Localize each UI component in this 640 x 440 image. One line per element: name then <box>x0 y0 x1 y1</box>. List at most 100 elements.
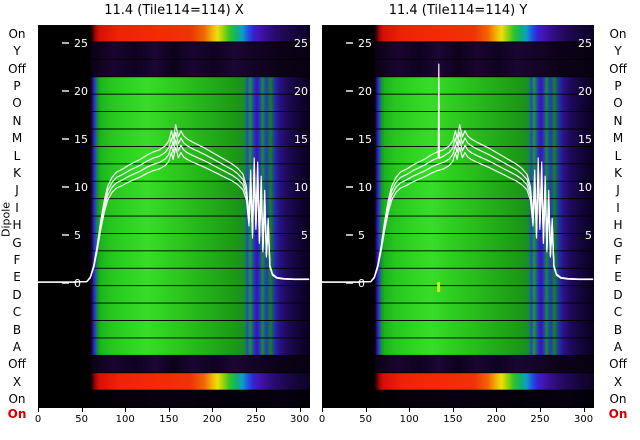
x-tick-label: 150 <box>159 414 179 425</box>
x-tick-mark <box>365 408 367 412</box>
row-label: J <box>15 183 19 198</box>
row-label: B <box>12 322 22 337</box>
inner-y-tick-label: 20 <box>358 85 372 98</box>
row-label: F <box>614 252 622 267</box>
row-label: I <box>616 200 620 215</box>
x-tick-label: 300 <box>289 414 310 425</box>
inner-y-tick-label: 10 <box>358 181 372 194</box>
panel-title-x: 11.4 (Tile114=114) X <box>104 3 244 18</box>
heatmap-panel-x: 25 20 15 10 5 0 25 20 15 10 5 <box>38 25 310 408</box>
row-label: B <box>613 322 623 337</box>
row-label: N <box>613 113 623 128</box>
row-label: Off <box>8 61 26 76</box>
row-label: Off <box>609 357 627 372</box>
inner-y-tick-label: 25 <box>74 37 88 50</box>
inner-y-tick-label-right: 15 <box>578 133 592 146</box>
x-tick-mark <box>583 408 585 412</box>
row-label: On <box>609 392 627 407</box>
row-label: F <box>13 252 21 267</box>
row-label: On <box>8 26 26 41</box>
x-tick-label: 200 <box>202 414 222 425</box>
row-label: Off <box>8 357 26 372</box>
x-tick-mark <box>299 408 301 412</box>
inner-y-tick-label: 25 <box>358 37 372 50</box>
row-label: On <box>8 392 26 407</box>
x-tick-label: 100 <box>399 414 419 425</box>
inner-y-tick-label-right: 10 <box>578 181 592 194</box>
row-label: K <box>13 165 21 180</box>
row-label: D <box>12 287 22 302</box>
row-label: E <box>614 270 622 285</box>
row-label: N <box>12 113 22 128</box>
inner-y-tick-label: 5 <box>74 229 81 242</box>
x-tick-label: 300 <box>573 414 594 425</box>
row-label: X <box>12 374 22 389</box>
panel-title-y: 11.4 (Tile114=114) Y <box>388 3 528 18</box>
x-tick-mark <box>496 408 498 412</box>
x-tick-label: 50 <box>359 414 372 425</box>
inner-y-tick-label: 20 <box>74 85 88 98</box>
row-label: J <box>616 183 620 198</box>
row-label: L <box>614 148 622 163</box>
x-tick-label: 200 <box>486 414 506 425</box>
inner-y-tick-label-right: 25 <box>294 37 308 50</box>
row-label: P <box>614 78 622 93</box>
x-tick-label: 250 <box>530 414 550 425</box>
inner-y-tick-label-right: 15 <box>294 133 308 146</box>
inner-y-tick-label-right: 10 <box>294 181 308 194</box>
row-label: L <box>13 148 21 163</box>
dipole-labels-left: On Y Off P O N M L K J I H G F E D C B A Off X On <box>2 25 32 408</box>
inner-y-tick-label: 0 <box>74 277 81 290</box>
row-label: G <box>613 235 623 250</box>
x-tick-label: 0 <box>318 414 326 425</box>
row-label: E <box>13 270 21 285</box>
row-label: On <box>609 26 627 41</box>
row-label: Off <box>609 61 627 76</box>
inner-y-tick-label: 5 <box>358 229 365 242</box>
row-label: O <box>613 96 623 111</box>
inner-y-tick-label: 10 <box>74 181 88 194</box>
x-tick-mark <box>125 408 127 412</box>
row-label: X <box>613 374 623 389</box>
row-label: M <box>11 131 23 146</box>
row-label: H <box>613 218 623 233</box>
x-tick-mark <box>322 408 323 412</box>
x-tick-label: 250 <box>246 414 266 425</box>
inner-y-tick-label: 0 <box>358 277 365 290</box>
inner-y-tick-label-right: 25 <box>578 37 592 50</box>
flag-label-right: On <box>608 407 628 421</box>
row-label: K <box>614 165 622 180</box>
x-tick-mark <box>81 408 83 412</box>
x-axis-panel-x: 0 50 100 150 200 250 300 <box>34 408 310 434</box>
x-tick-mark <box>38 408 39 412</box>
row-label: D <box>613 287 623 302</box>
row-label: O <box>12 96 22 111</box>
row-label: Y <box>13 44 21 59</box>
row-label: Y <box>614 44 622 59</box>
x-tick-mark <box>255 408 257 412</box>
flag-label-left: On <box>7 407 27 421</box>
x-tick-label: 0 <box>34 414 42 425</box>
inner-y-tick-label-right: 20 <box>294 85 308 98</box>
row-label: A <box>12 340 22 355</box>
row-label: H <box>12 218 22 233</box>
row-label: I <box>15 200 19 215</box>
row-label: G <box>12 235 22 250</box>
inner-y-tick-label-right: 20 <box>578 85 592 98</box>
x-tick-mark <box>212 408 214 412</box>
x-tick-mark <box>452 408 454 412</box>
row-label: M <box>612 131 624 146</box>
heatmap-panel-y: 25 20 15 10 5 0 25 20 15 10 5 <box>322 25 594 408</box>
inner-y-tick-label-right: 5 <box>585 229 592 242</box>
inner-y-tick-label-right: 5 <box>301 229 308 242</box>
x-tick-label: 150 <box>443 414 463 425</box>
row-label: P <box>13 78 21 93</box>
x-axis-panel-y: 0 50 100 150 200 250 300 <box>318 408 594 434</box>
x-tick-label: 100 <box>115 414 135 425</box>
row-label: A <box>613 340 623 355</box>
x-tick-mark <box>168 408 170 412</box>
row-label: C <box>12 305 22 320</box>
inner-y-tick-label: 15 <box>74 133 88 146</box>
dipole-labels-right: On Y Off P O N M L K J I H G F E D C B A Off X On <box>603 25 633 408</box>
